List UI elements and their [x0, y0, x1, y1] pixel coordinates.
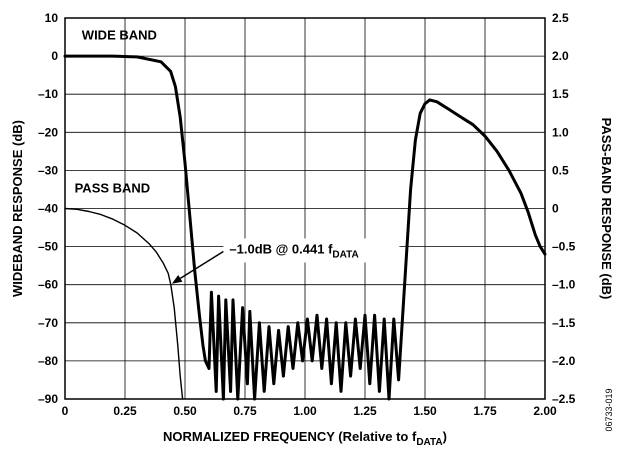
x-tick-label: 1.25: [353, 404, 377, 418]
x-tick-label: 0: [62, 404, 69, 418]
y-tick-label-right: 0: [552, 202, 559, 216]
x-tick-label: 1.50: [413, 404, 437, 418]
y-tick-label-left: 10: [45, 11, 59, 25]
y-tick-label-left: –90: [38, 392, 58, 406]
x-tick-label: 1.00: [293, 404, 317, 418]
y-tick-label-left: –10: [38, 87, 58, 101]
annotation-arrowhead: [171, 275, 183, 284]
y-tick-label-right: –2.0: [552, 354, 576, 368]
plot-frame: [64, 17, 546, 400]
annotation-background: [223, 238, 400, 263]
y-tick-label-right: –0.5: [552, 240, 576, 254]
annotation-text: –1.0dB @ 0.441 fDATA: [229, 241, 358, 260]
y-tick-label-left: –30: [38, 163, 58, 177]
tick-labels: 0 0.25 0.50 0.75 1.00 1.25 1.50 1.75 2.00100–10–…: [38, 11, 576, 418]
y-axis-title-right: PASS-BAND RESPONSE (dB): [599, 118, 614, 300]
annotation: –1.0dB @ 0.441 fDATA: [171, 238, 400, 284]
annotation-arrow: [179, 250, 224, 280]
y-tick-label-right: –2.5: [552, 392, 576, 406]
y-tick-label-left: –20: [38, 125, 58, 139]
y-tick-label-right: –1.0: [552, 278, 576, 292]
y-axis-title-left: WIDEBAND RESPONSE (dB): [10, 120, 25, 297]
series-line-pass-band: [64, 207, 184, 400]
series-layer: [63, 54, 547, 401]
x-tick-label: 0.50: [173, 404, 197, 418]
y-tick-label-right: 2.0: [552, 49, 569, 63]
y-tick-label-left: –50: [38, 240, 58, 254]
x-tick-label: 0.75: [233, 404, 257, 418]
y-tick-label-left: –80: [38, 354, 58, 368]
series-label-pass-band: PASS BAND: [75, 180, 151, 195]
y-tick-label-left: 0: [51, 49, 58, 63]
x-tick-label: 1.75: [473, 404, 497, 418]
y-tick-label-right: 1.0: [552, 125, 569, 139]
y-tick-label-left: –70: [38, 316, 58, 330]
y-tick-label-right: 1.5: [552, 87, 569, 101]
y-tick-label-left: –40: [38, 202, 58, 216]
y-tick-label-right: 0.5: [552, 163, 569, 177]
x-axis-title: NORMALIZED FREQUENCY (Relative to fDATA): [163, 429, 447, 448]
y-tick-label-right: 2.5: [552, 11, 569, 25]
x-tick-label: 2.00: [533, 404, 557, 418]
series-label-wide-band: WIDE BAND: [82, 28, 157, 43]
series-line-wide-band: [63, 54, 547, 401]
figure-id: 06733-019: [604, 388, 614, 431]
y-tick-label-right: –1.5: [552, 316, 576, 330]
y-tick-label-left: –60: [38, 278, 58, 292]
x-tick-label: 0.25: [113, 404, 137, 418]
